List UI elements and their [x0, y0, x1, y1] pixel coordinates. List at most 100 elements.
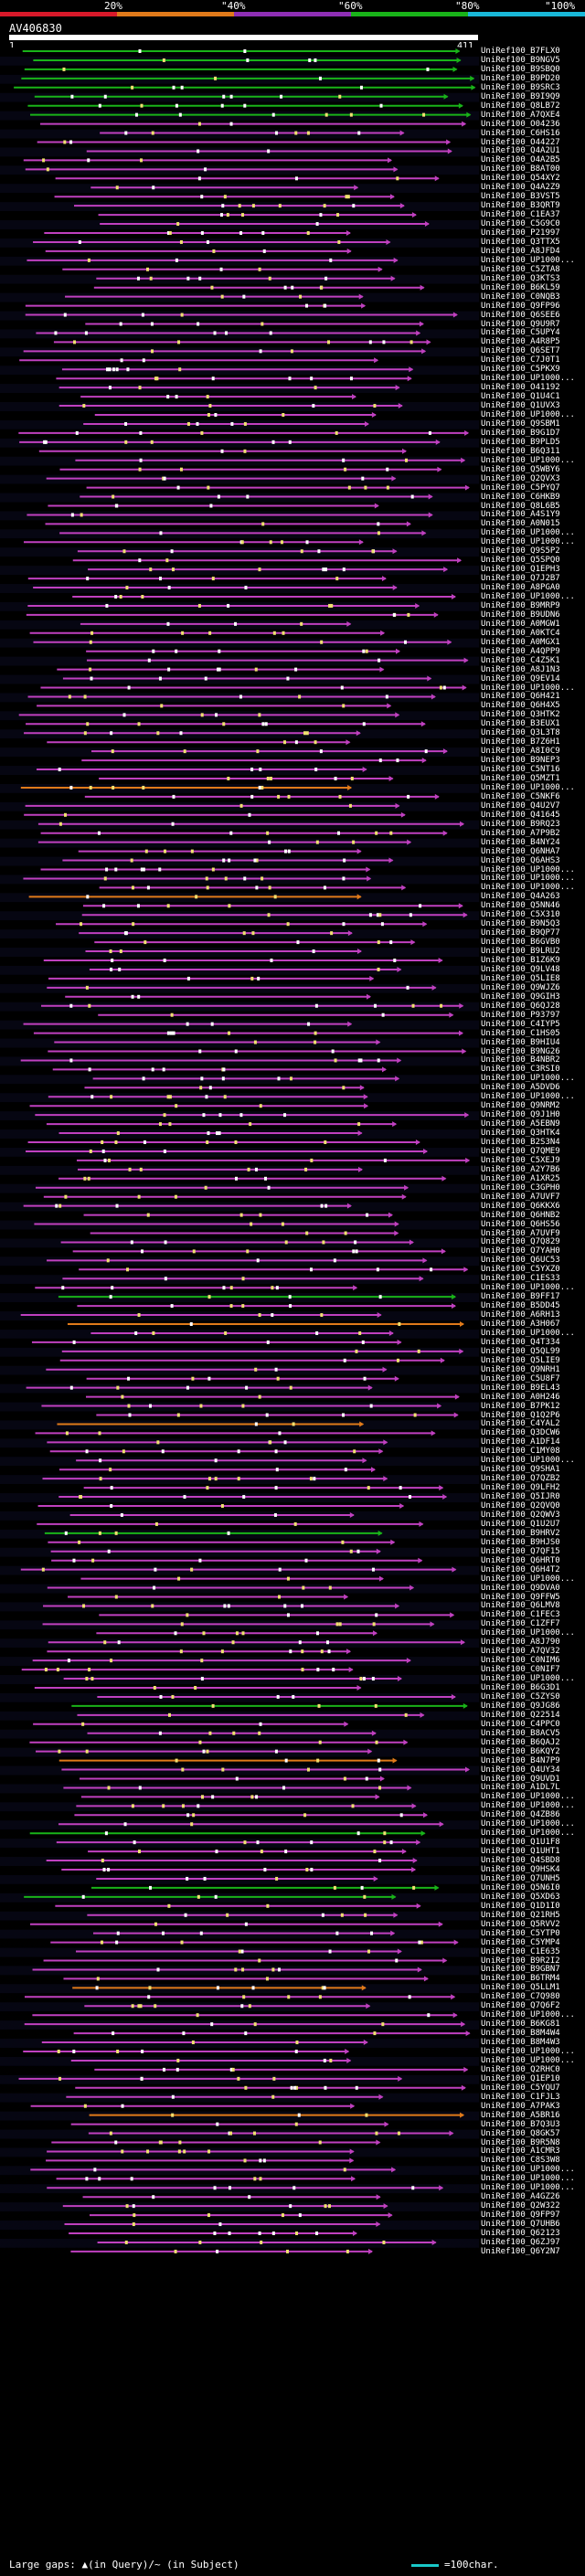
hit-label[interactable]: UniRef100_Q4ZB86	[481, 1810, 560, 1820]
hit-label[interactable]: UniRef100_B9HJS0	[481, 1537, 560, 1547]
hit-label[interactable]: UniRef100_A1CMR3	[481, 2147, 560, 2157]
hit-label[interactable]: UniRef100_Q9NRH1	[481, 1364, 560, 1374]
hit-label[interactable]: UniRef100_Q5N6I0	[481, 1882, 560, 1892]
hit-label[interactable]: UniRef100_Q9WJZ6	[481, 982, 560, 992]
hit-label[interactable]: UniRef100_B7PK12	[481, 1401, 560, 1411]
hit-label[interactable]: UniRef100_Q6ZJ97	[481, 2237, 560, 2247]
hit-label[interactable]: UniRef100_Q6SET7	[481, 346, 560, 356]
hit-label[interactable]: UniRef100_C5YQU7	[481, 2083, 560, 2093]
hit-label[interactable]: UniRef100_Q8GK57	[481, 2128, 560, 2138]
hit-label[interactable]: UniRef100_Q9HSK4	[481, 1865, 560, 1874]
hit-label[interactable]: UniRef100_Q2W322	[481, 2201, 560, 2211]
hit-label[interactable]: UniRef100_Q9FP96	[481, 301, 560, 311]
hit-label[interactable]: UniRef100_Q5LIE8	[481, 973, 560, 983]
hit-label[interactable]: UniRef100_C4PPC0	[481, 1719, 560, 1729]
hit-label[interactable]: UniRef100_A7UVF9	[481, 1228, 560, 1238]
hit-label[interactable]: UniRef100_B6KL59	[481, 282, 560, 292]
hit-label[interactable]: UniRef100_A4R8P5	[481, 337, 560, 347]
hit-label[interactable]: UniRef100_C1MY08	[481, 1447, 560, 1457]
hit-label[interactable]: UniRef100_A5BR16	[481, 2110, 560, 2120]
hit-label[interactable]: UniRef100_UP1000...	[481, 2047, 575, 2056]
hit-label[interactable]: UniRef100_B9PD20	[481, 73, 560, 83]
hit-label[interactable]: UniRef100_Q6KKX6	[481, 1201, 560, 1211]
hit-label[interactable]: UniRef100_Q6QJ28	[481, 1001, 560, 1011]
hit-label[interactable]: UniRef100_B6TRM4	[481, 1974, 560, 1984]
hit-label[interactable]: UniRef100_B6KG81	[481, 2019, 560, 2030]
hit-label[interactable]: UniRef100_Q7Q829	[481, 1237, 560, 1247]
hit-label[interactable]: UniRef100_UP1000...	[481, 2165, 575, 2175]
hit-label[interactable]: UniRef100_A0MGW1	[481, 619, 560, 629]
hit-label[interactable]: UniRef100_UP1000...	[481, 1092, 575, 1102]
hit-label[interactable]: UniRef100_UP1000...	[481, 2010, 575, 2020]
hit-label[interactable]: UniRef100_C3GPH0	[481, 1182, 560, 1193]
hit-label[interactable]: UniRef100_B9I9Q9	[481, 91, 560, 101]
hit-label[interactable]: UniRef100_Q5NN46	[481, 901, 560, 911]
hit-label[interactable]: UniRef100_Q9SBM1	[481, 419, 560, 429]
hit-label[interactable]: UniRef100_B7FLX0	[481, 47, 560, 56]
hit-label[interactable]: UniRef100_UP1000...	[481, 1829, 575, 1839]
hit-label[interactable]: UniRef100_UP1000...	[481, 1628, 575, 1638]
hit-label[interactable]: UniRef100_A0N015	[481, 519, 560, 529]
hit-label[interactable]: UniRef100_A5DVD6	[481, 1083, 560, 1093]
hit-label[interactable]: UniRef100_Q1EP10	[481, 2073, 560, 2083]
hit-label[interactable]: UniRef100_B9N5Q3	[481, 919, 560, 929]
hit-label[interactable]: UniRef100_Q1UVX3	[481, 401, 560, 411]
hit-label[interactable]: UniRef100_Q9FFW5	[481, 1592, 560, 1602]
hit-label[interactable]: UniRef100_Q41645	[481, 810, 560, 820]
hit-label[interactable]: UniRef100_B3EUX1	[481, 719, 560, 729]
hit-label[interactable]: UniRef100_Q5SPQ0	[481, 556, 560, 566]
hit-label[interactable]: UniRef100_UP1000...	[481, 1283, 575, 1293]
hit-label[interactable]: UniRef100_B7Q3U3	[481, 2119, 560, 2129]
hit-label[interactable]: UniRef100_B9GBN7	[481, 1965, 560, 1975]
hit-label[interactable]: UniRef100_C0NQB3	[481, 292, 560, 302]
hit-label[interactable]: UniRef100_C8S3W8	[481, 2156, 560, 2166]
hit-label[interactable]: UniRef100_Q6H4T2	[481, 1564, 560, 1574]
hit-label[interactable]: UniRef100_A7P9B2	[481, 828, 560, 838]
hit-label[interactable]: UniRef100_C1FEC3	[481, 1610, 560, 1620]
hit-label[interactable]: UniRef100_Q9J1H0	[481, 1110, 560, 1120]
hit-label[interactable]: UniRef100_Q3L3T8	[481, 728, 560, 738]
hit-label[interactable]: UniRef100_C5YXZ0	[481, 1265, 560, 1275]
hit-label[interactable]: UniRef100_A7UVF7	[481, 1192, 560, 1202]
hit-label[interactable]: UniRef100_Q1U2U7	[481, 1519, 560, 1529]
hit-label[interactable]: UniRef100_C1E635	[481, 1946, 560, 1956]
hit-label[interactable]: UniRef100_UP1000...	[481, 374, 575, 384]
hit-label[interactable]: UniRef100_Q2QWV3	[481, 1510, 560, 1520]
hit-label[interactable]: UniRef100_UP1000...	[481, 1674, 575, 1684]
hit-label[interactable]: UniRef100_A7QXE4	[481, 110, 560, 120]
hit-label[interactable]: UniRef100_Q7J2B7	[481, 574, 560, 584]
hit-label[interactable]: UniRef100_O44227	[481, 137, 560, 147]
hit-label[interactable]: UniRef100_Q5MZT1	[481, 774, 560, 783]
hit-label[interactable]: UniRef100_UP1000...	[481, 2055, 575, 2065]
hit-label[interactable]: UniRef100_A4GZ26	[481, 2192, 560, 2202]
hit-label[interactable]: UniRef100_Q6H421	[481, 692, 560, 702]
hit-label[interactable]: UniRef100_B9NG26	[481, 1046, 560, 1056]
hit-label[interactable]: UniRef100_Q4A2U1	[481, 146, 560, 156]
hit-label[interactable]: UniRef100_Q5WBY6	[481, 464, 560, 474]
hit-label[interactable]: UniRef100_B4NY24	[481, 837, 560, 847]
hit-label[interactable]: UniRef100_A8J790	[481, 1638, 560, 1648]
hit-label[interactable]: UniRef100_C1EA37	[481, 210, 560, 220]
hit-label[interactable]: UniRef100_UP1000...	[481, 255, 575, 265]
hit-label[interactable]: UniRef100_A8J1N3	[481, 664, 560, 674]
hit-label[interactable]: UniRef100_Q9GIH3	[481, 991, 560, 1002]
hit-label[interactable]: UniRef100_UP1000...	[481, 528, 575, 538]
hit-label[interactable]: UniRef100_Q4T334	[481, 1337, 560, 1347]
hit-label[interactable]: UniRef100_UP1000...	[481, 883, 575, 893]
hit-label[interactable]: UniRef100_Q9SHA1	[481, 1465, 560, 1475]
hit-label[interactable]: UniRef100_B9SBQ0	[481, 64, 560, 74]
hit-label[interactable]: UniRef100_Q7UNH5	[481, 1873, 560, 1883]
hit-label[interactable]: UniRef100_A3H067	[481, 1320, 560, 1329]
hit-label[interactable]: UniRef100_Q6LMV8	[481, 1601, 560, 1611]
hit-label[interactable]: UniRef100_Q6H4X5	[481, 701, 560, 711]
hit-label[interactable]: UniRef100_A4QPP9	[481, 646, 560, 656]
hit-label[interactable]: UniRef100_Q6HNB2	[481, 1210, 560, 1220]
hit-label[interactable]: UniRef100_Q8L6B5	[481, 501, 560, 511]
hit-label[interactable]: UniRef100_Q5XD63	[481, 1892, 560, 1902]
hit-label[interactable]: UniRef100_B6Q311	[481, 446, 560, 456]
hit-label[interactable]: UniRef100_Q9EV14	[481, 673, 560, 684]
hit-label[interactable]: UniRef100_A1XR25	[481, 1173, 560, 1183]
hit-label[interactable]: UniRef100_A8JFD4	[481, 246, 560, 256]
hit-label[interactable]: UniRef100_B8ACV5	[481, 1728, 560, 1738]
hit-label[interactable]: UniRef100_B3QRT9	[481, 201, 560, 211]
